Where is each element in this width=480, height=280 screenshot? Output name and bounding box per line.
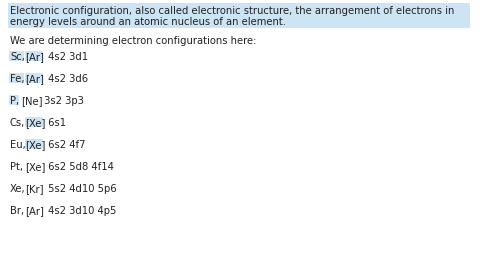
Text: 6s1: 6s1 bbox=[45, 118, 66, 128]
Text: Eu,: Eu, bbox=[10, 140, 26, 150]
Text: 5s2 4d10 5p6: 5s2 4d10 5p6 bbox=[45, 184, 117, 194]
Text: [Ar]: [Ar] bbox=[25, 74, 45, 84]
Text: 3s2 3p3: 3s2 3p3 bbox=[41, 96, 84, 106]
Text: [Ar]: [Ar] bbox=[25, 206, 45, 216]
Text: 4s2 3d10 4p5: 4s2 3d10 4p5 bbox=[45, 206, 117, 216]
Text: 4s2 3d6: 4s2 3d6 bbox=[45, 74, 88, 84]
Text: Pt,: Pt, bbox=[10, 162, 23, 172]
Text: Cs,: Cs, bbox=[10, 118, 25, 128]
Text: Xe,: Xe, bbox=[10, 184, 25, 194]
Text: [Xe]: [Xe] bbox=[25, 140, 46, 150]
FancyBboxPatch shape bbox=[9, 73, 24, 83]
Text: We are determining electron configurations here:: We are determining electron configuratio… bbox=[10, 36, 256, 46]
Text: P,: P, bbox=[10, 96, 19, 106]
Text: [Ne]: [Ne] bbox=[21, 96, 43, 106]
Text: [Kr]: [Kr] bbox=[25, 184, 44, 194]
FancyBboxPatch shape bbox=[24, 117, 43, 127]
Text: 4s2 3d1: 4s2 3d1 bbox=[45, 52, 88, 62]
Text: 6s2 4f7: 6s2 4f7 bbox=[45, 140, 86, 150]
Text: Electronic configuration, also called electronic structure, the arrangement of e: Electronic configuration, also called el… bbox=[10, 6, 455, 16]
FancyBboxPatch shape bbox=[8, 3, 470, 28]
FancyBboxPatch shape bbox=[9, 95, 19, 105]
Text: Br,: Br, bbox=[10, 206, 24, 216]
Text: Sc,: Sc, bbox=[10, 52, 25, 62]
Text: energy levels around an atomic nucleus of an element.: energy levels around an atomic nucleus o… bbox=[10, 17, 286, 27]
Text: 6s2 5d8 4f14: 6s2 5d8 4f14 bbox=[45, 162, 114, 172]
FancyBboxPatch shape bbox=[24, 51, 43, 61]
Text: [Xe]: [Xe] bbox=[25, 162, 46, 172]
Text: [Xe]: [Xe] bbox=[25, 118, 46, 128]
FancyBboxPatch shape bbox=[9, 51, 24, 61]
Text: [Ar]: [Ar] bbox=[25, 52, 45, 62]
Text: Fe,: Fe, bbox=[10, 74, 24, 84]
FancyBboxPatch shape bbox=[24, 73, 43, 83]
FancyBboxPatch shape bbox=[24, 139, 43, 149]
